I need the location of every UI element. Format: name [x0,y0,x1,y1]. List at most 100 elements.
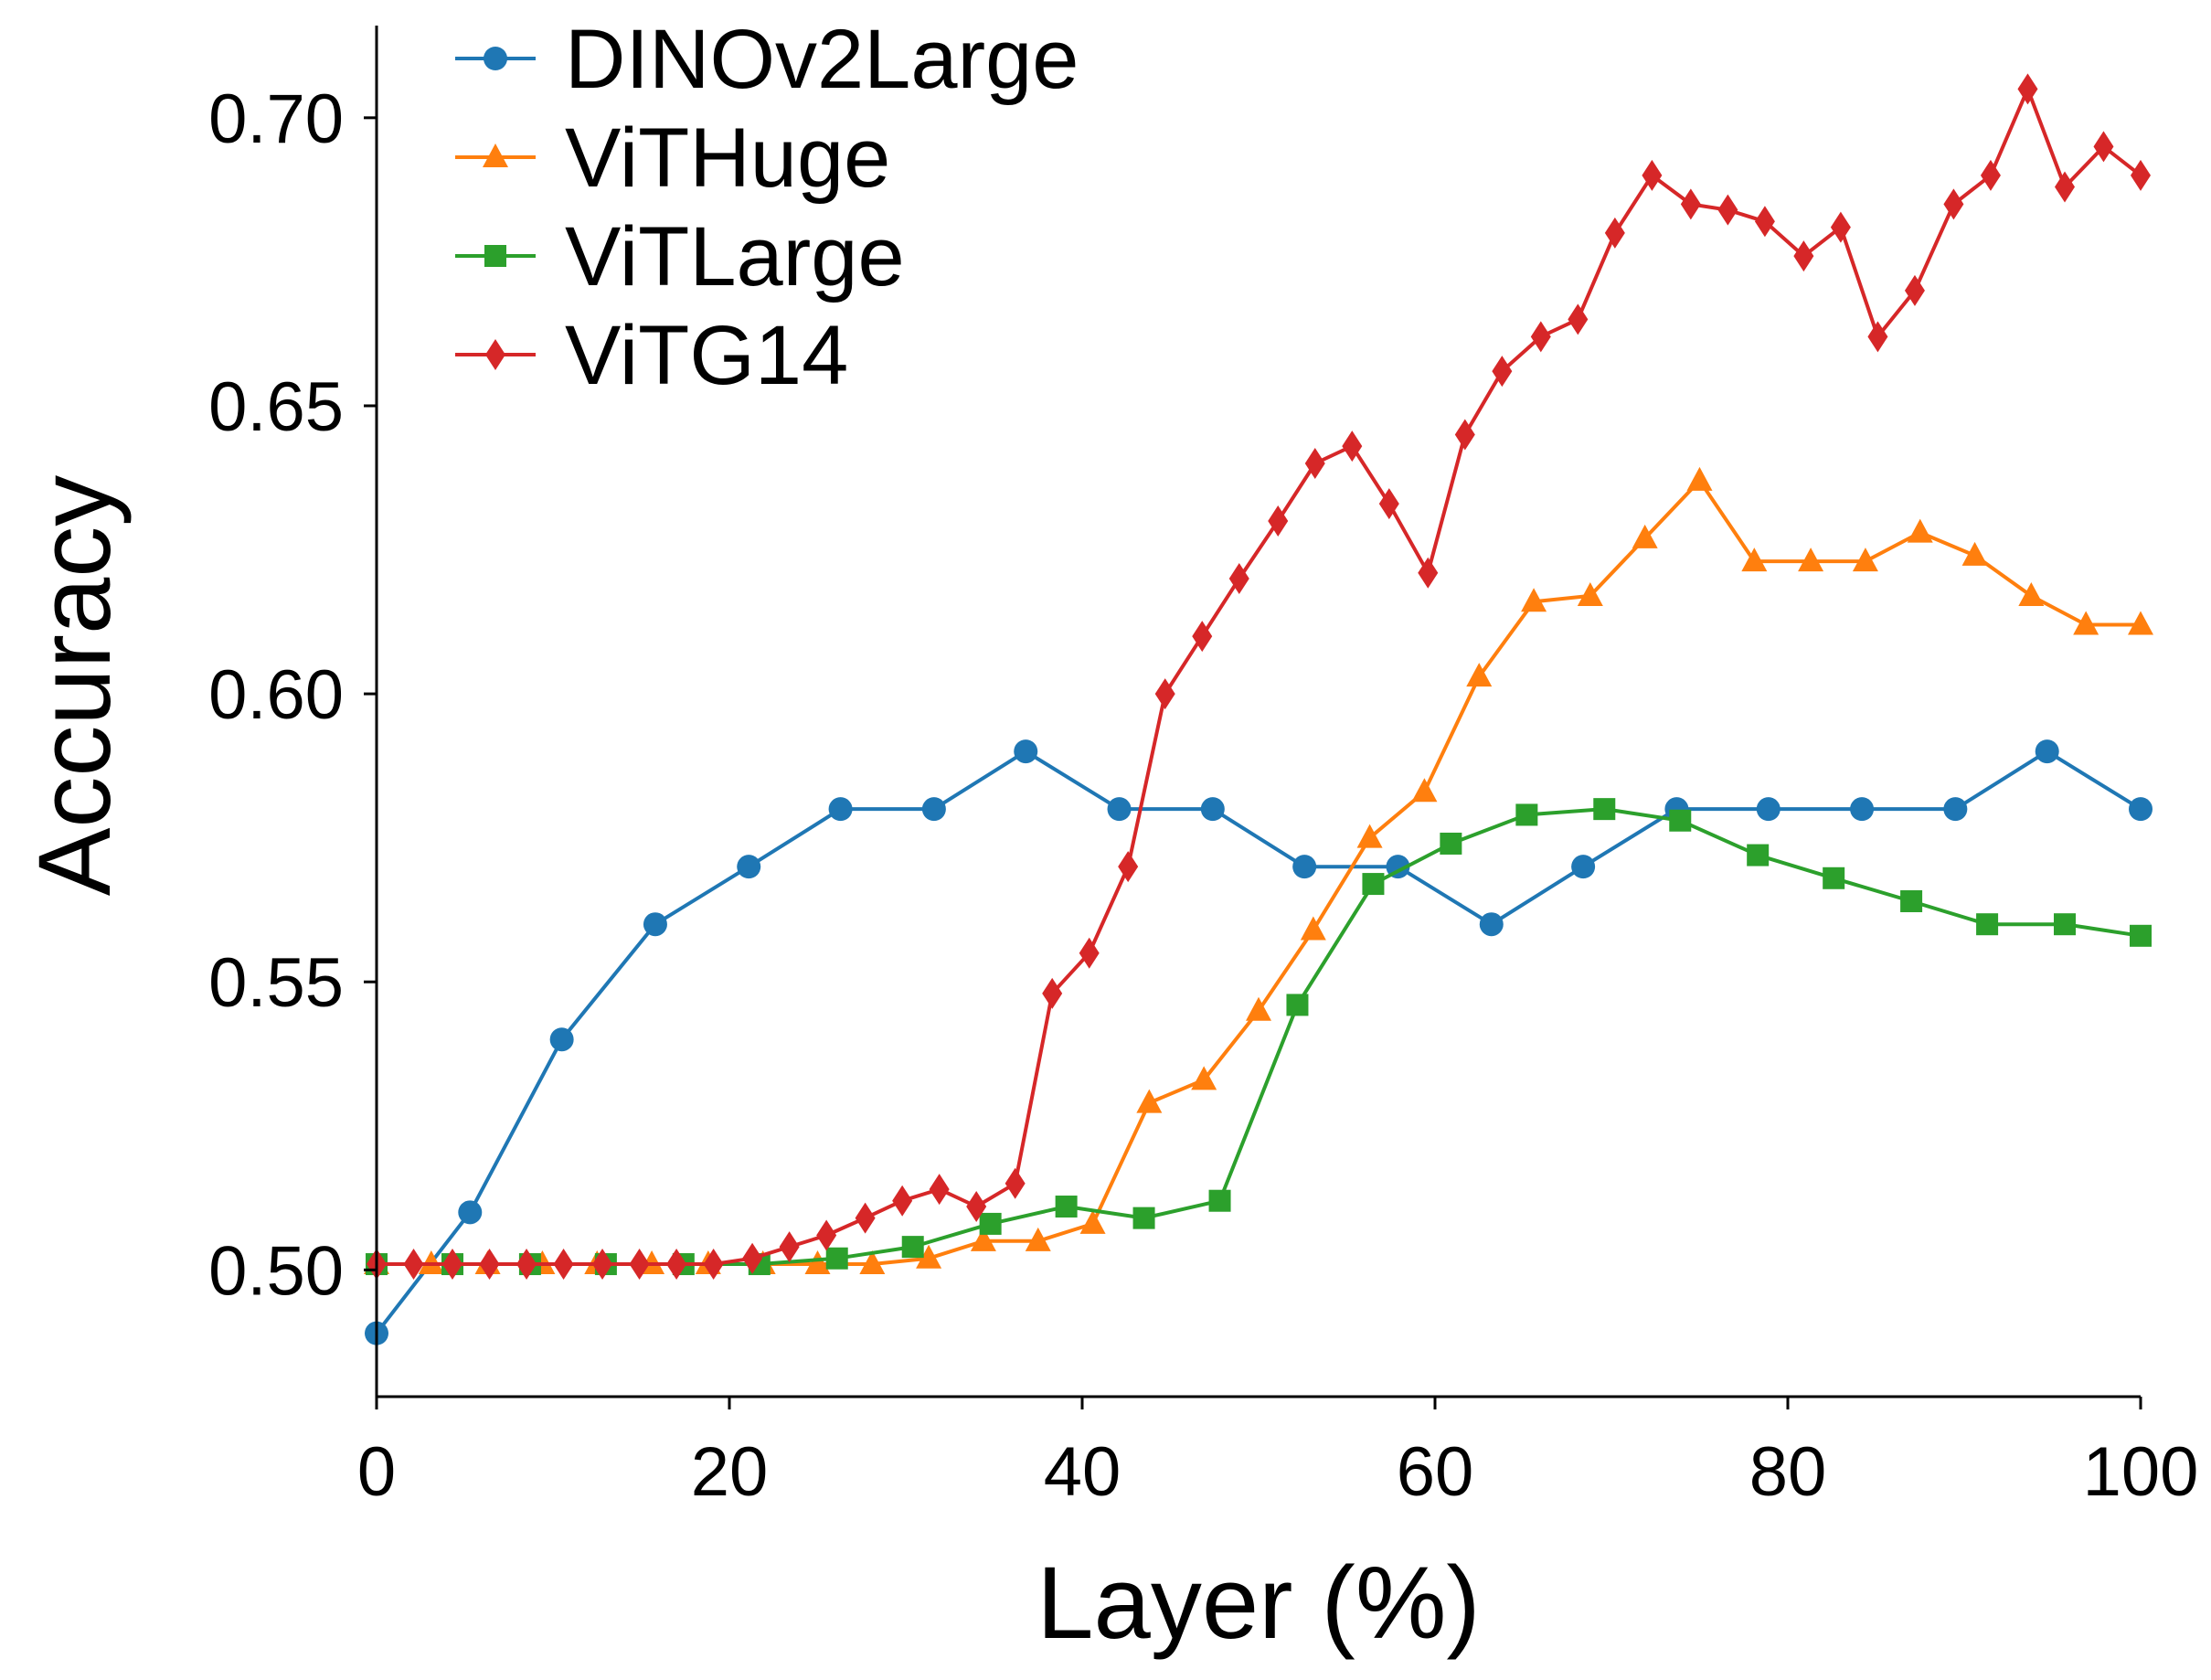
data-point-vitg14-9 [703,1249,724,1281]
data-point-vitg14-27 [1378,488,1399,520]
y-axis-title: Accuracy [17,475,132,897]
data-point-vitg14-2 [441,1249,462,1281]
data-point-dinov2large-6 [921,797,946,822]
plot-series-group [364,73,2153,1345]
data-point-vitg14-31 [1530,321,1551,353]
y-tick-label: 0.70 [208,80,344,158]
data-point-dinov2large-4 [737,855,761,879]
legend-item-vitg14: ViTG14 [455,309,848,402]
data-point-dinov2large-8 [1107,797,1132,822]
data-point-vithuge-24 [1686,466,1713,491]
data-point-vithuge-19 [1411,778,1438,803]
data-point-dinov2large-13 [1571,855,1596,879]
data-point-vithuge-29 [1961,541,1988,566]
series-dinov2large [365,739,2153,1345]
data-point-vitlarge-17 [1669,809,1692,832]
data-point-dinov2large-2 [549,1027,574,1052]
data-point-vitg14-32 [1568,303,1589,335]
data-point-vitg14-7 [629,1249,650,1281]
legend-marker-vitlarge [484,245,506,267]
data-point-vitg14-16 [966,1191,987,1223]
series-vitlarge [366,798,2152,1276]
data-point-vithuge-22 [1577,581,1603,606]
data-point-vitlarge-11 [1208,1189,1231,1212]
data-point-vitlarge-18 [1747,844,1770,867]
y-tick-label: 0.55 [208,944,344,1022]
data-point-vithuge-23 [1632,524,1658,548]
data-point-vithuge-26 [1798,548,1824,572]
data-point-vitlarge-16 [1593,798,1616,821]
data-point-vitlarge-8 [979,1212,1002,1235]
x-tick-label: 40 [1044,1433,1121,1511]
x-axis-title: Layer (%) [1036,1546,1480,1660]
x-tick-label: 60 [1397,1433,1474,1511]
data-point-vitlarge-7 [901,1236,924,1259]
legend-marker-vitg14 [485,339,505,370]
data-point-vitg14-34 [1642,159,1663,191]
data-point-vithuge-30 [2018,581,2045,606]
data-point-vitg14-26 [1342,431,1363,463]
x-tick-label: 100 [2083,1433,2199,1511]
series-line-vitlarge [377,807,2142,1266]
data-point-vithuge-15 [1191,1066,1217,1090]
x-ticks-group: 0 20 40 60 80 100 [357,1397,2199,1511]
data-point-vitg14-44 [2017,73,2038,105]
data-point-dinov2large-7 [1014,739,1038,764]
data-point-vitg14-13 [855,1202,876,1234]
data-point-vitg14-24 [1268,505,1289,537]
data-point-vitg14-28 [1418,557,1439,589]
data-point-vitg14-30 [1492,356,1513,388]
data-point-vitg14-23 [1228,563,1249,595]
data-point-vithuge-32 [2128,611,2153,635]
data-point-vitg14-38 [1793,240,1814,272]
data-point-vithuge-21 [1521,588,1547,612]
data-point-vitlarge-10 [1132,1207,1155,1229]
y-tick-label: 0.65 [208,368,344,446]
data-point-vitg14-25 [1304,447,1325,479]
x-tick-label: 20 [691,1433,769,1511]
data-point-vitlarge-21 [1976,913,1999,936]
x-tick-label: 80 [1749,1433,1827,1511]
legend-item-vithuge: ViTHuge [455,112,890,205]
data-point-vitg14-15 [929,1174,950,1206]
y-tick-label: 0.60 [208,656,344,734]
series-line-dinov2large [375,750,2142,1334]
data-point-vitg14-37 [1754,206,1775,238]
data-point-vithuge-31 [2073,611,2099,635]
data-point-vitg14-14 [892,1185,913,1217]
data-point-vitlarge-6 [825,1247,848,1270]
data-point-dinov2large-9 [1200,797,1225,822]
x-tick-label: 0 [357,1433,396,1511]
legend-marker-vithuge [483,144,508,167]
data-point-vithuge-17 [1300,916,1326,941]
data-point-vitg14-18 [1042,977,1063,1009]
data-point-vithuge-18 [1356,824,1383,848]
data-point-dinov2large-15 [1756,797,1780,822]
legend-item-vitlarge: ViTLarge [455,210,905,303]
data-point-vitg14-36 [1717,194,1738,226]
data-point-vitg14-11 [779,1231,800,1263]
data-point-vitg14-20 [1118,851,1139,883]
data-point-vithuge-16 [1246,996,1271,1021]
data-point-dinov2large-10 [1292,855,1317,879]
data-point-dinov2large-16 [1850,797,1875,822]
data-point-vitg14-22 [1192,621,1213,653]
data-point-vitlarge-22 [2054,913,2077,936]
series-vithuge [364,466,2153,1275]
data-point-vitg14-5 [553,1249,574,1281]
data-point-vitlarge-14 [1440,832,1462,855]
legend-item-dinov2large: DINOv2Large [455,13,1079,106]
data-point-vitg14-29 [1454,419,1475,451]
data-point-vitg14-35 [1680,188,1701,220]
data-point-vitg14-46 [2093,131,2114,163]
data-point-vitlarge-20 [1900,889,1923,912]
data-point-vithuge-8 [804,1250,831,1275]
legend-label-vithuge: ViTHuge [565,112,890,205]
data-point-vitg14-33 [1604,217,1625,249]
y-tick-label: 0.50 [208,1232,344,1310]
data-point-vitlarge-15 [1515,803,1538,826]
data-point-vitg14-21 [1154,678,1175,710]
data-point-vithuge-28 [1907,518,1933,543]
data-point-vitg14-6 [592,1249,613,1281]
